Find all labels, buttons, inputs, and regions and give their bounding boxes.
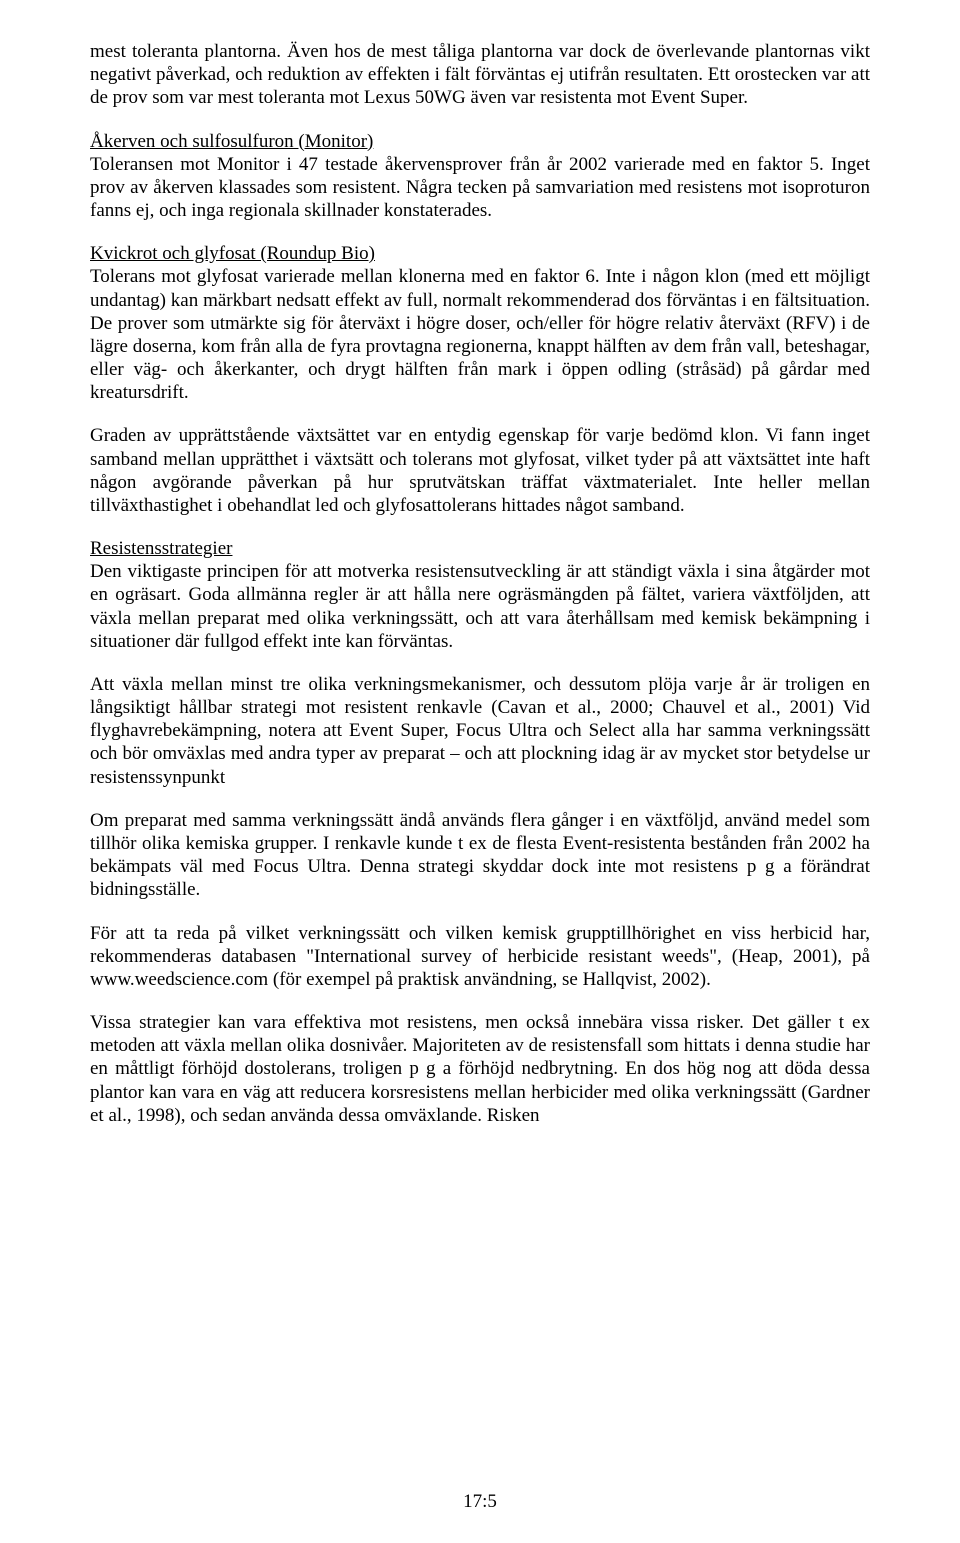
- paragraph-mechanisms: Att växla mellan minst tre olika verknin…: [90, 673, 870, 789]
- paragraph-preparat: Om preparat med samma verkningssätt ändå…: [90, 809, 870, 902]
- section-akerven: Åkerven och sulfosulfuron (Monitor) Tole…: [90, 130, 870, 223]
- paragraph-database: För att ta reda på vilket verkningssätt …: [90, 922, 870, 992]
- page-number: 17:5: [0, 1491, 960, 1513]
- section-body-akerven: Toleransen mot Monitor i 47 testade åker…: [90, 153, 870, 223]
- paragraph-intro: mest toleranta plantorna. Även hos de me…: [90, 40, 870, 110]
- section-resistens: Resistensstrategier Den viktigaste princ…: [90, 537, 870, 653]
- paragraph-strategies: Vissa strategier kan vara effektiva mot …: [90, 1011, 870, 1127]
- section-body-kvickrot: Tolerans mot glyfosat varierade mellan k…: [90, 265, 870, 404]
- page-container: mest toleranta plantorna. Även hos de me…: [0, 0, 960, 1543]
- section-title-kvickrot: Kvickrot och glyfosat (Roundup Bio): [90, 242, 870, 265]
- section-body-resistens: Den viktigaste principen för att motverk…: [90, 560, 870, 653]
- paragraph-growth: Graden av upprättstående växtsättet var …: [90, 424, 870, 517]
- section-kvickrot: Kvickrot och glyfosat (Roundup Bio) Tole…: [90, 242, 870, 404]
- section-title-resistens: Resistensstrategier: [90, 537, 870, 560]
- section-title-akerven: Åkerven och sulfosulfuron (Monitor): [90, 130, 870, 153]
